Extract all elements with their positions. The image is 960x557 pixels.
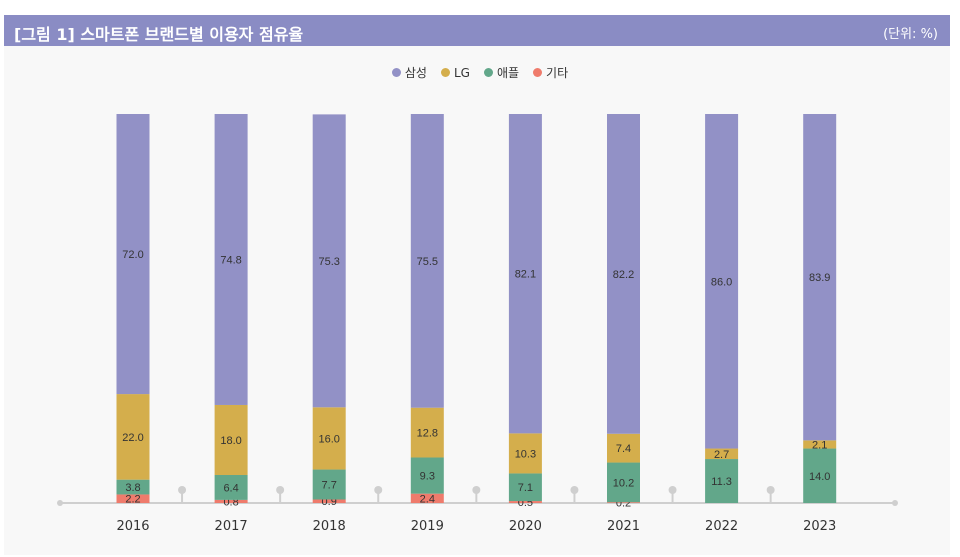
data-label: 11.3 [711, 476, 732, 488]
axis-tick-dot [276, 486, 285, 494]
chart-panel [4, 15, 950, 555]
bar-segment [214, 404, 248, 475]
x-tick-label: 2023 [803, 519, 836, 534]
data-label: 14.0 [809, 471, 830, 483]
legend-swatch [533, 68, 543, 77]
bar-segment [803, 440, 837, 449]
data-label: 7.4 [616, 443, 631, 455]
axis-tick-dot [178, 486, 187, 494]
data-label: 9.3 [420, 471, 435, 483]
data-label: 7.7 [322, 480, 337, 492]
data-label: 10.3 [515, 448, 536, 460]
x-tick-label: 2019 [411, 519, 444, 534]
bar-segment [803, 448, 837, 503]
data-label: 22.0 [122, 432, 143, 444]
bar-segment [312, 469, 346, 500]
bar-segment [508, 473, 542, 502]
bar-segment [116, 494, 150, 503]
x-tick-label: 2017 [215, 519, 248, 534]
unit-label: (단위: %) [883, 27, 938, 42]
bar-segment [214, 474, 248, 500]
x-tick-label: 2022 [705, 519, 738, 534]
data-label: 82.2 [613, 269, 634, 281]
data-label: 75.5 [417, 256, 438, 268]
bar-segment [312, 499, 346, 503]
legend-swatch [440, 68, 450, 77]
bar-segment [410, 457, 444, 494]
data-label: 2.7 [714, 449, 729, 461]
legend-label: 삼성 [404, 66, 427, 80]
data-label: 12.8 [417, 428, 438, 440]
chart-header: [그림 1] 스마트폰 브랜드별 이용자 점유율 (단위: %) [4, 15, 950, 46]
bar-segment [116, 114, 150, 395]
bar-segment [705, 114, 739, 449]
data-label: 83.9 [809, 272, 830, 284]
data-label: 2.4 [420, 493, 435, 505]
bar-segment [410, 407, 444, 458]
bar-segment [705, 459, 739, 503]
x-tick-label: 2018 [313, 519, 346, 534]
data-label: 18.0 [220, 435, 241, 447]
axis-tick-dot [472, 486, 481, 494]
legend: 삼성 LG 애플 기타 [0, 64, 960, 81]
bar-segment [508, 433, 542, 474]
bar-segment [214, 499, 248, 503]
axis-tick-dot [668, 486, 677, 494]
bar-segment [116, 394, 150, 480]
bar-segment [508, 501, 542, 503]
data-label: 10.2 [613, 477, 634, 489]
data-label: 3.8 [125, 482, 140, 494]
bar-segment [607, 114, 640, 434]
bar-segment [803, 114, 837, 441]
data-label: 82.1 [515, 269, 536, 281]
data-label: 2.1 [812, 439, 827, 451]
data-label: 7.1 [518, 482, 533, 494]
data-label: 75.3 [318, 256, 339, 268]
axis-end-dot [57, 500, 63, 506]
legend-item: 삼성 [391, 64, 427, 81]
axis-tick-dot [570, 486, 579, 494]
bar-segment [508, 114, 542, 434]
bar-segment [214, 114, 248, 405]
x-tick-label: 2021 [607, 519, 640, 534]
bar-segment [607, 433, 640, 463]
data-label: 6.4 [223, 482, 238, 494]
data-label: 2.2 [125, 494, 140, 506]
x-tick-label: 2016 [116, 519, 149, 534]
data-label: 74.8 [220, 254, 241, 266]
bar-segment [607, 462, 640, 503]
legend-item: 기타 [533, 64, 568, 81]
legend-label: LG [453, 65, 470, 80]
bar-segment [705, 448, 739, 460]
legend-swatch [483, 68, 493, 77]
legend-label: 애플 [496, 66, 520, 80]
legend-item: 애플 [483, 64, 520, 81]
bar-segment [410, 493, 444, 503]
bar-segment [607, 502, 640, 503]
axis-tick-dot [766, 486, 775, 494]
axis-end-dot [892, 500, 898, 506]
bar-segment [312, 114, 346, 408]
data-label: 72.0 [122, 249, 143, 261]
data-label: 16.0 [318, 433, 339, 445]
bar-segment [312, 407, 346, 470]
data-label: 86.0 [711, 276, 732, 288]
bar-segment [410, 114, 444, 408]
x-tick-label: 2020 [509, 519, 542, 534]
bar-segment [116, 479, 150, 495]
legend-swatch [391, 68, 401, 77]
legend-item: LG [440, 64, 470, 81]
chart-title: [그림 1] 스마트폰 브랜드별 이용자 점유율 [14, 25, 304, 44]
legend-label: 기타 [546, 66, 569, 80]
axis-tick-dot [374, 486, 383, 494]
